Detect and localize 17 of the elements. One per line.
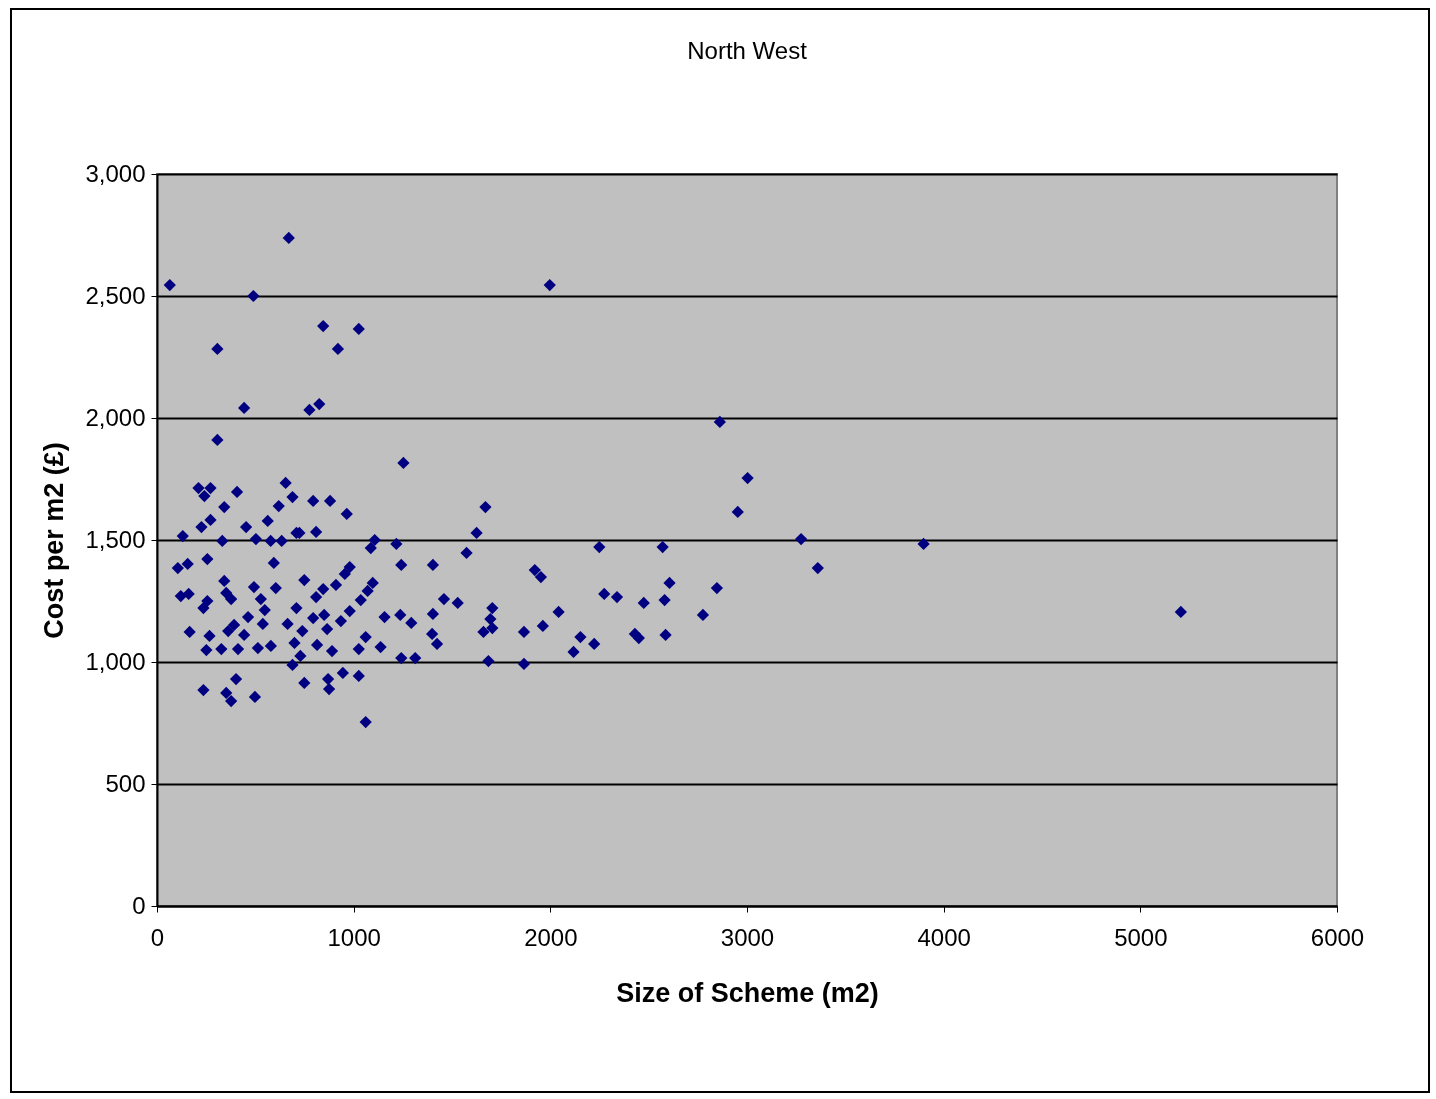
y-tick-label: 2,500 [85,281,146,309]
x-tick-label: 0 [150,923,165,951]
x-tick-label: 6000 [1310,923,1365,951]
y-tick-label: 1,500 [85,525,146,553]
x-tick-label: 5000 [1114,923,1168,951]
x-tick-label: 2000 [524,923,578,951]
y-tick-label: 2,000 [85,403,146,431]
y-tick-label: 0 [132,891,146,919]
x-tick-label: 1000 [327,923,381,951]
y-tick-label: 3,000 [85,159,146,187]
x-tick-label: 4000 [917,923,971,951]
x-tick-label: 3000 [720,923,775,951]
chart-title: North West [687,37,808,64]
y-tick-label: 1,000 [85,647,146,675]
y-tick-label: 500 [105,769,146,797]
x-axis-title: Size of Scheme (m2) [616,977,879,1008]
y-axis-title: Cost per m2 (£) [39,442,70,639]
